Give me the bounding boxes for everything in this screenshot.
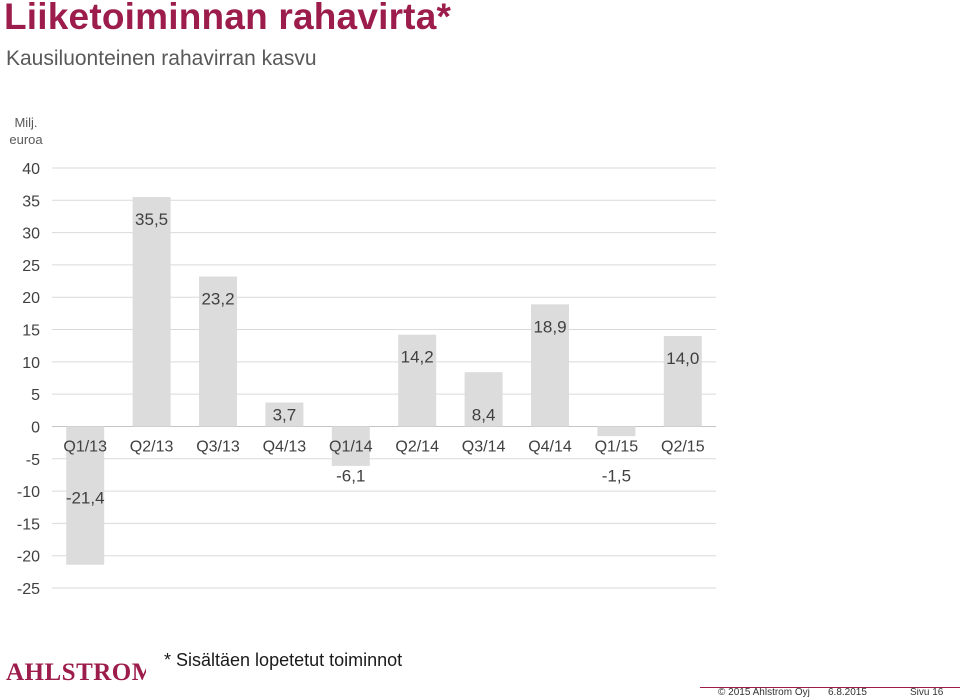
footer-divider <box>700 687 960 688</box>
data-label: 14,2 <box>401 348 434 367</box>
y-tick-label: 15 <box>22 323 40 340</box>
data-label: 8,4 <box>472 405 496 424</box>
data-label: -6,1 <box>336 466 365 485</box>
y-tick-label: 0 <box>31 419 40 436</box>
bar <box>331 426 370 466</box>
data-label: 35,5 <box>135 210 168 229</box>
bar <box>398 334 437 427</box>
cash-flow-bar-chart: 40 35 30 25 20 15 10 5 0 -5 -10 -15 -20 -25 Q1/13 -21,4… <box>17 161 716 598</box>
x-tick-label: Q4/14 <box>528 438 572 455</box>
x-tick-label: Q2/15 <box>661 438 705 455</box>
ahlstrom-logo: AHLSTROM <box>6 659 146 684</box>
x-tick-label: Q3/13 <box>196 438 240 455</box>
data-label: -21,4 <box>66 488 105 507</box>
data-label: -1,5 <box>602 466 631 485</box>
y-tick-label: -10 <box>17 484 40 501</box>
footer-date: 6.8.2015 <box>828 687 867 698</box>
bar <box>132 197 171 427</box>
data-label: 18,9 <box>533 317 566 336</box>
y-tick-label: 35 <box>22 193 40 210</box>
bar <box>464 372 503 427</box>
footer-page-number: Sivu 16 <box>910 687 944 698</box>
y-tick-label: -5 <box>26 452 40 469</box>
y-tick-label: 20 <box>22 290 40 307</box>
page-title: Liiketoiminnan rahavirta* <box>4 0 452 37</box>
bar <box>66 426 105 565</box>
data-label: 3,7 <box>273 405 297 424</box>
bar <box>199 276 237 427</box>
x-tick-label: Q4/13 <box>263 438 307 455</box>
data-label: 14,0 <box>666 349 699 368</box>
footnote: * Sisältäen lopetetut toiminnot <box>164 650 403 670</box>
footer-copyright: © 2015 Ahlstrom Oyj <box>718 687 810 698</box>
x-tick-label: Q1/15 <box>595 438 639 455</box>
page-subtitle: Kausiluonteinen rahavirran kasvu <box>6 47 317 70</box>
x-tick-label: Q1/14 <box>329 438 373 455</box>
svg-text:AHLSTROM: AHLSTROM <box>6 659 146 684</box>
x-tick-label: Q2/14 <box>395 438 439 455</box>
x-tick-label: Q1/13 <box>63 438 107 455</box>
y-tick-label: -20 <box>17 549 40 566</box>
y-tick-label: 10 <box>22 355 40 372</box>
y-tick-label: 5 <box>31 387 40 404</box>
x-tick-label: Q2/13 <box>130 438 174 455</box>
y-axis-unit-label: Milj. euroa <box>9 115 43 147</box>
data-label: 23,2 <box>201 290 234 309</box>
x-tick-label: Q3/14 <box>462 438 506 455</box>
y-tick-label: -15 <box>17 516 40 533</box>
bar <box>663 336 702 427</box>
y-tick-label: 25 <box>22 258 40 275</box>
y-tick-label: 30 <box>22 226 40 243</box>
y-tick-label: -25 <box>17 581 40 598</box>
bar <box>531 304 569 427</box>
bar <box>265 402 304 427</box>
bar <box>597 426 636 437</box>
y-tick-label: 40 <box>22 161 40 178</box>
